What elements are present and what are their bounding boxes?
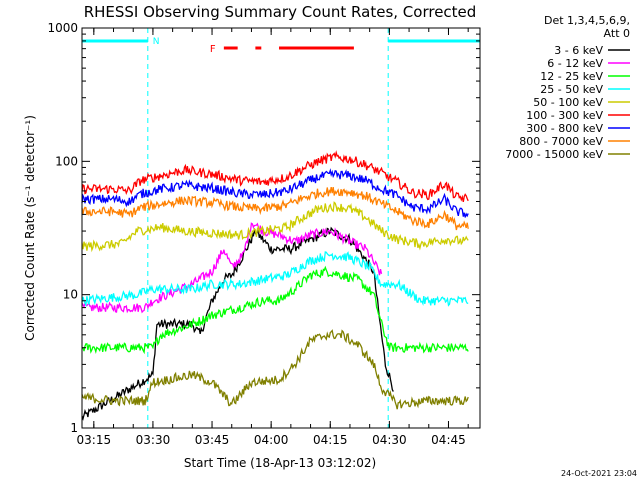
series-line-7 (81, 186, 469, 231)
chart-title: RHESSI Observing Summary Count Rates, Co… (84, 3, 477, 21)
series-line-5 (81, 150, 469, 203)
legend-entry-label-3: 25 - 50 keV (540, 83, 603, 96)
legend-entry-label-2: 12 - 25 keV (540, 70, 603, 83)
series-line-6 (81, 168, 469, 218)
legend-entry-label-0: 3 - 6 keV (554, 44, 603, 57)
series-line-4 (81, 201, 469, 253)
y-axis: 1 10 100 1000 (47, 21, 480, 435)
legend-header-line-2: Att 0 (604, 27, 630, 40)
x-axis-label: Start Time (18-Apr-13 03:12:02) (184, 456, 376, 470)
x-tick-label-5: 04:30 (372, 433, 407, 447)
flare-label: F (210, 44, 216, 55)
series-line-8 (81, 329, 469, 410)
series-line-2 (81, 265, 469, 355)
legend-entry-label-1: 6 - 12 keV (547, 57, 603, 70)
legend-entry-label-4: 50 - 100 keV (533, 96, 603, 109)
series-lines (81, 150, 469, 421)
series-line-3 (81, 251, 469, 308)
y-tick-label-3: 1000 (47, 21, 78, 35)
x-axis: 03:15 03:30 03:45 04:00 04:15 04:30 04:45 (77, 28, 469, 447)
legend-entry-label-8: 7000 - 15000 keV (505, 148, 603, 161)
y-tick-label-2: 100 (55, 154, 78, 168)
x-tick-label-1: 03:30 (136, 433, 171, 447)
series-line-1 (81, 222, 383, 314)
x-tick-label-6: 04:45 (431, 433, 466, 447)
plot-frame (81, 27, 481, 429)
y-tick-label-1: 10 (63, 288, 78, 302)
x-tick-label-0: 03:15 (77, 433, 112, 447)
footer-date: 24-Oct-2021 23:04 (561, 469, 637, 478)
legend-entry-label-6: 300 - 800 keV (526, 122, 603, 135)
y-axis-label: Corrected Count Rate (s⁻¹ detector⁻¹) (23, 115, 37, 341)
x-tick-label-4: 04:15 (313, 433, 348, 447)
legend-header-line-1: Det 1,3,4,5,6,9, (544, 14, 630, 27)
legend-entry-label-7: 800 - 7000 keV (519, 135, 603, 148)
legend-entry-label-5: 100 - 300 keV (526, 109, 603, 122)
night-label: N (153, 37, 160, 47)
x-tick-label-2: 03:45 (195, 433, 230, 447)
x-tick-label-3: 04:00 (254, 433, 289, 447)
y-tick-label-0: 1 (70, 421, 78, 435)
